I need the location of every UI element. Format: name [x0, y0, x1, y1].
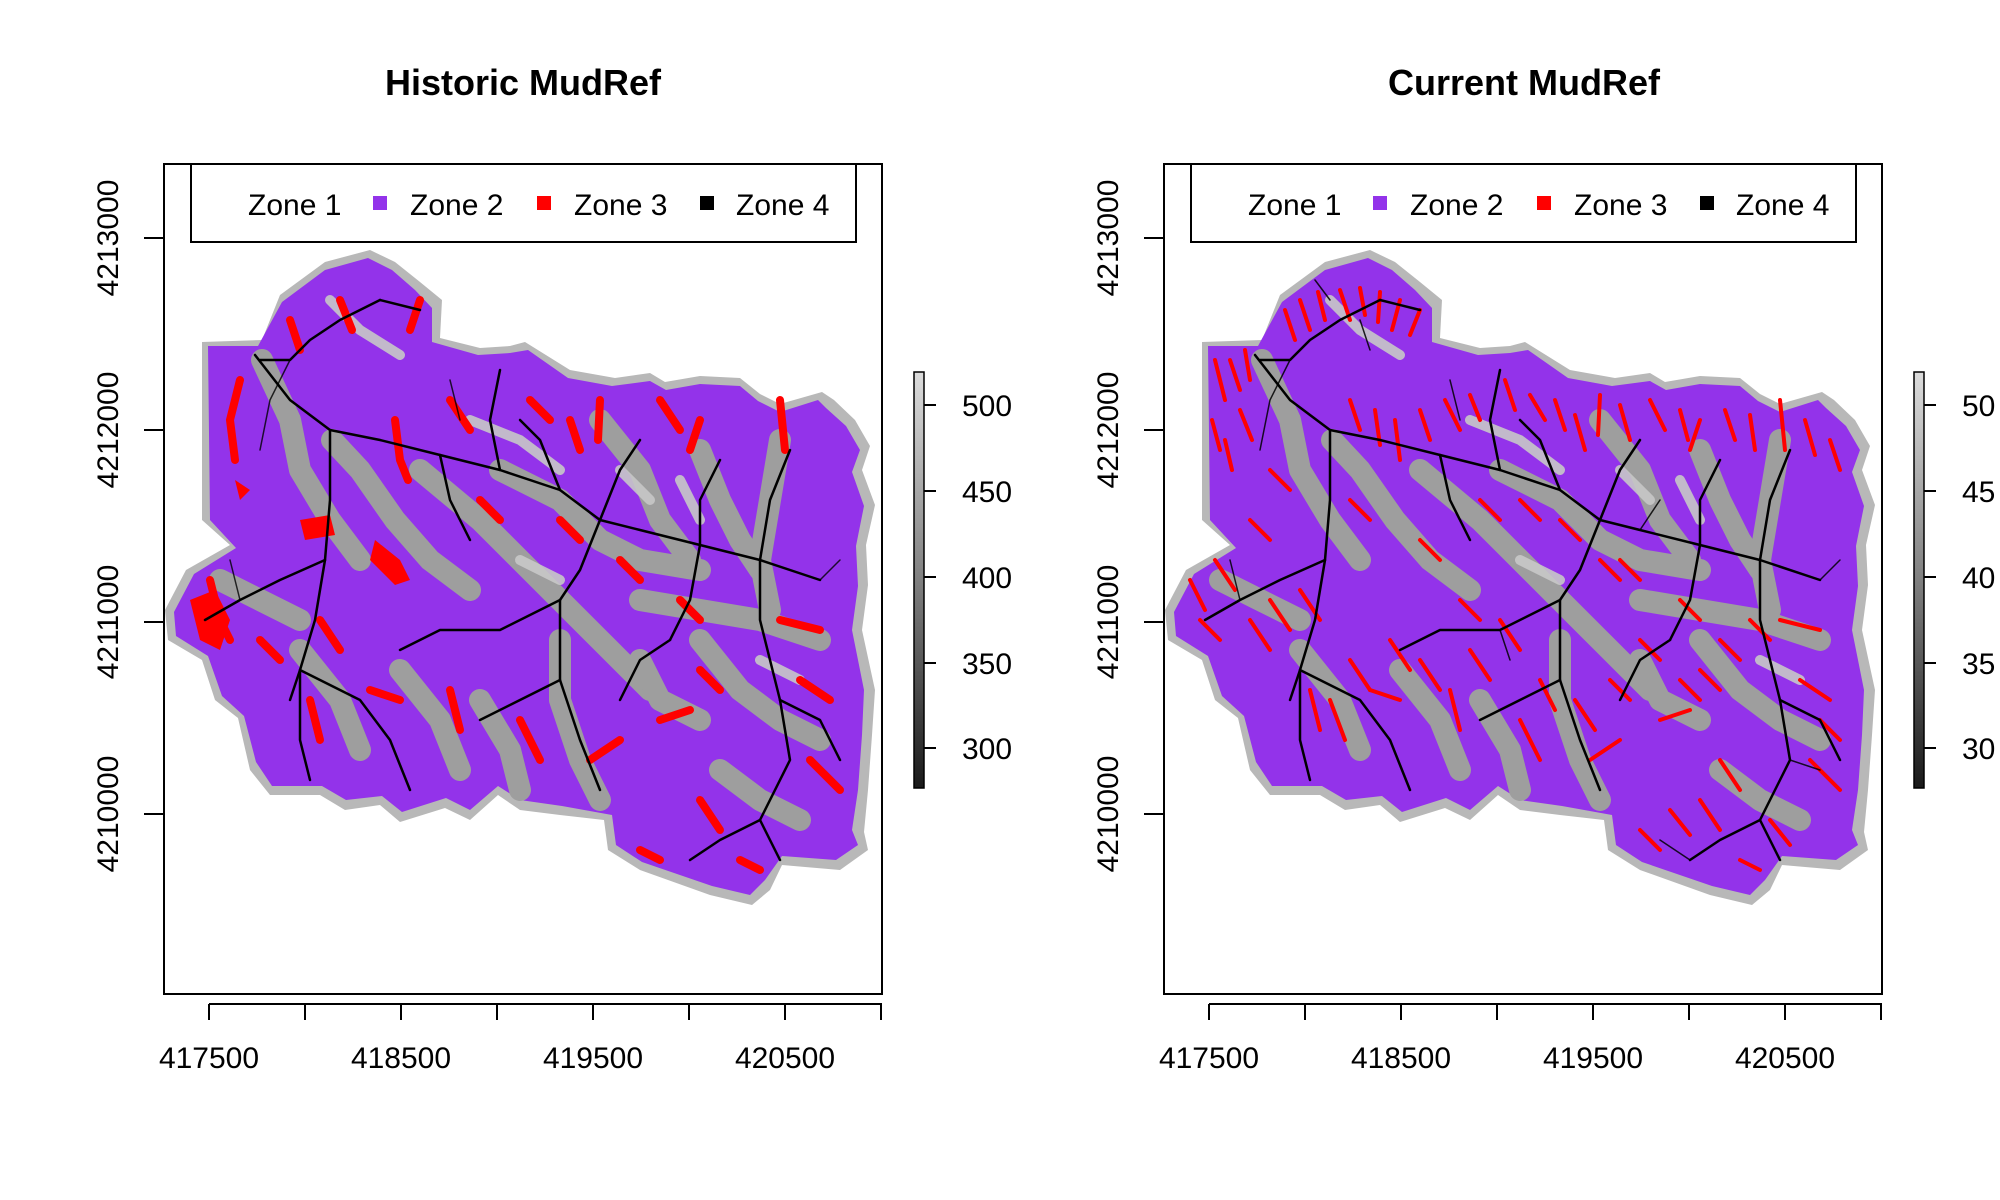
- legend-swatch-zone2: [1373, 196, 1387, 210]
- legend-swatch-zone3: [1537, 196, 1551, 210]
- legend-label-zone1: Zone 1: [1248, 189, 1341, 222]
- panel-current: Current MudRef: [1092, 62, 1995, 1075]
- legend-label-zone2: Zone 2: [1410, 189, 1503, 222]
- colorbar-tick-label: 45: [1962, 476, 1995, 509]
- legend-label-zone2: Zone 2: [410, 189, 503, 222]
- colorbar-tick-label: 350: [962, 648, 1012, 681]
- legend-label-zone3: Zone 3: [574, 189, 667, 222]
- zone4-channels: [203, 298, 842, 862]
- y-axis: [144, 237, 164, 815]
- legend-label-zone1: Zone 1: [248, 189, 341, 222]
- legend-swatch-zone2: [373, 196, 387, 210]
- colorbar-tick-label: 450: [962, 476, 1012, 509]
- x-axis: [1208, 1003, 1882, 1020]
- colorbar-gradient: [1913, 371, 1925, 789]
- zone3-channels: [206, 296, 844, 874]
- watershed-map: [165, 250, 875, 905]
- legend-label-zone4: Zone 4: [1736, 189, 1829, 222]
- legend-swatch-zone4: [700, 196, 714, 210]
- x-tick-label: 420500: [1735, 1042, 1835, 1075]
- x-tick-label: 418500: [351, 1042, 451, 1075]
- colorbar-tick-label: 50: [1962, 390, 1995, 423]
- panel-title: Current MudRef: [1388, 62, 1661, 103]
- legend-box: [190, 163, 857, 243]
- x-tick-label: 420500: [735, 1042, 835, 1075]
- colorbar-tick-label: 500: [962, 390, 1012, 423]
- colorbar: 50 45 40 35 30: [1913, 371, 1995, 789]
- x-tick-label: 419500: [543, 1042, 643, 1075]
- x-tick-label: 419500: [1543, 1042, 1643, 1075]
- y-tick-label: 4210000: [1092, 756, 1125, 873]
- legend: Zone 1 Zone 2 Zone 3 Zone 4: [1190, 163, 1857, 243]
- y-tick-label: 4213000: [1092, 180, 1125, 297]
- watershed-map: [1165, 250, 1875, 905]
- y-tick-label: 4211000: [92, 565, 125, 680]
- colorbar: 500 450 400 350 300: [913, 371, 1012, 789]
- colorbar-tick-label: 35: [1962, 648, 1995, 681]
- legend-swatch-zone3: [537, 196, 551, 210]
- x-tick-label: 417500: [159, 1042, 259, 1075]
- legend-box: [1190, 163, 1857, 243]
- x-axis: [208, 1003, 882, 1020]
- panel-title: Historic MudRef: [385, 62, 662, 103]
- colorbar-tick-label: 400: [962, 562, 1012, 595]
- legend-label-zone3: Zone 3: [1574, 189, 1667, 222]
- panel-historic: Historic MudRef: [92, 62, 1012, 1075]
- y-tick-label: 4212000: [1092, 372, 1125, 489]
- legend-swatch-zone4: [1700, 196, 1714, 210]
- y-tick-label: 4213000: [92, 180, 125, 297]
- legend-label-zone4: Zone 4: [736, 189, 829, 222]
- colorbar-tick-label: 40: [1962, 562, 1995, 595]
- y-axis: [1144, 237, 1164, 815]
- y-tick-label: 4212000: [92, 372, 125, 489]
- colorbar-gradient: [913, 371, 925, 789]
- y-tick-label: 4210000: [92, 756, 125, 873]
- legend: Zone 1 Zone 2 Zone 3 Zone 4: [190, 163, 857, 243]
- colorbar-tick-label: 30: [1962, 733, 1995, 766]
- x-tick-label: 417500: [1159, 1042, 1259, 1075]
- zone3-patches: [190, 480, 410, 650]
- y-tick-label: 4211000: [1092, 565, 1125, 680]
- x-tick-label: 418500: [1351, 1042, 1451, 1075]
- colorbar-tick-label: 300: [962, 733, 1012, 766]
